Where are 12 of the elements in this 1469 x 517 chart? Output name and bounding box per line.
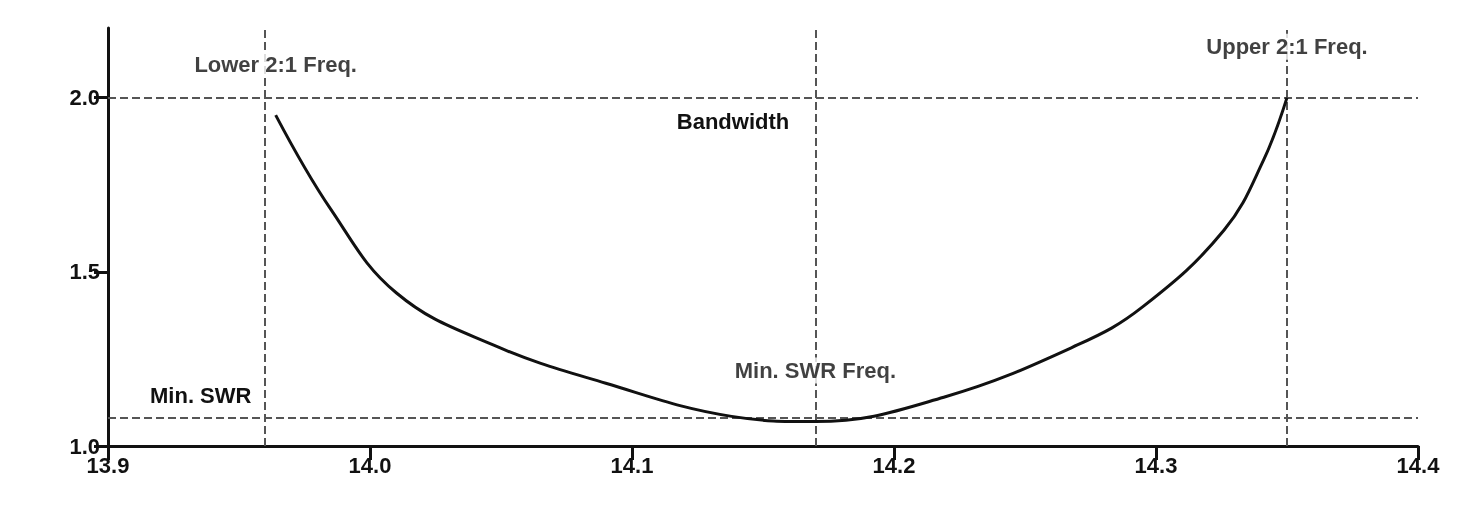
annotation: Lower 2:1 Freq. [194,51,357,77]
x-tick-label: 14.3 [1134,452,1178,478]
annotation: Bandwidth [676,108,790,134]
annotation: Min. SWR Freq. [734,358,897,384]
ref-line-label: Min. SWR [150,382,252,408]
y-tick-label: 2.0 [69,85,100,111]
line-series [274,96,1289,424]
x-tick-label: 14.1 [610,452,654,478]
annotation: Upper 2:1 Freq. [1206,34,1368,60]
x-tick-label: 14.2 [872,452,916,478]
x-tick-label: 14.0 [348,452,392,478]
x-tick-label: 14.4 [1396,452,1441,478]
